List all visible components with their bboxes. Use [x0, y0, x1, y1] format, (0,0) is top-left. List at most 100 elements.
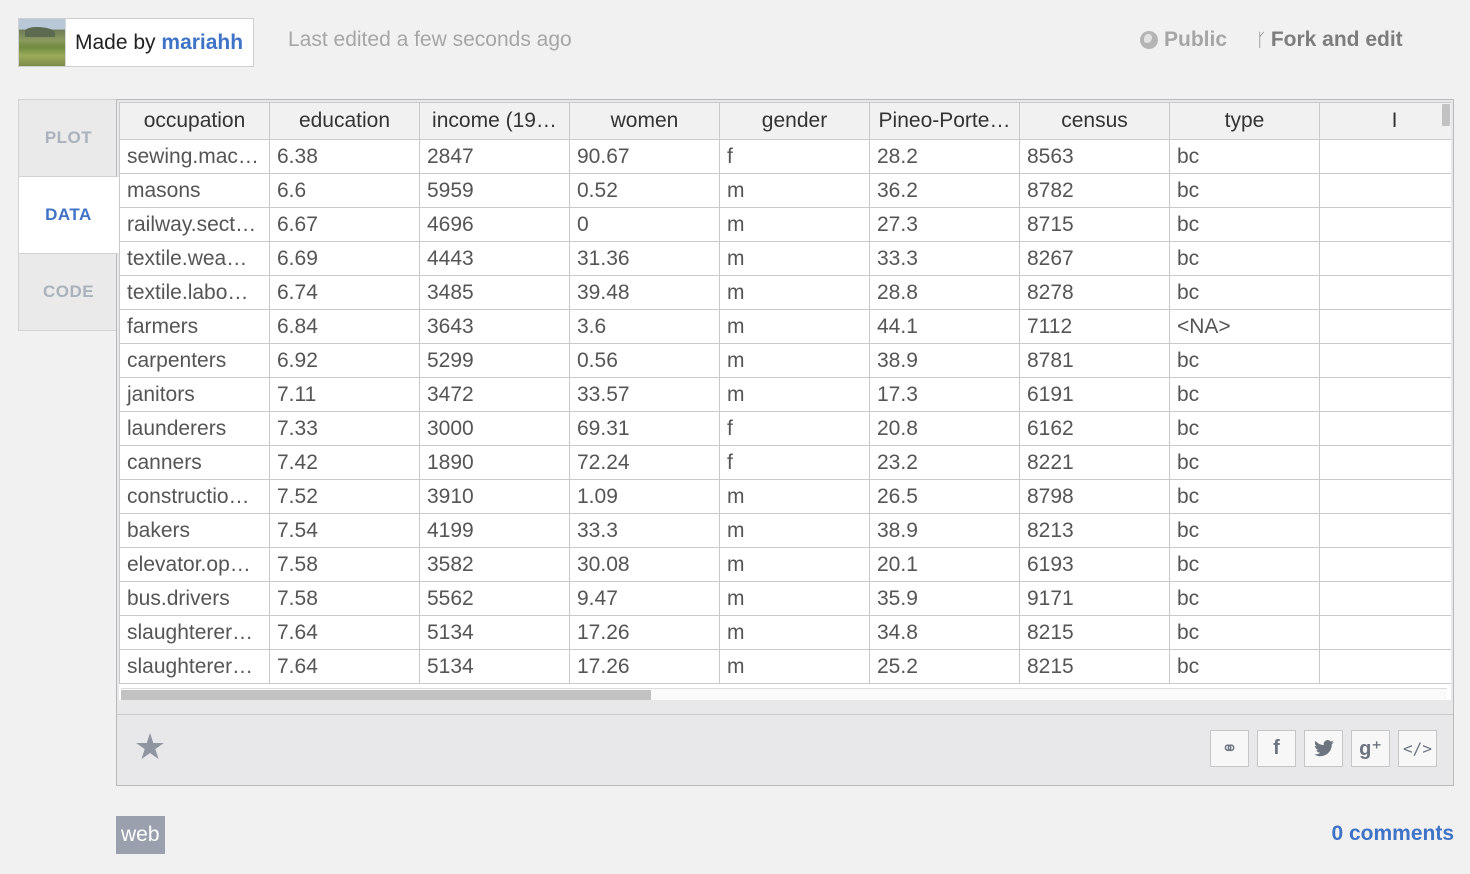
table-cell[interactable]: 33.3	[869, 241, 1020, 276]
table-cell[interactable]: elevator.op…	[119, 547, 270, 582]
table-cell[interactable]: 8267	[1019, 241, 1170, 276]
table-cell[interactable]: 17.26	[569, 649, 720, 684]
table-cell[interactable]: masons	[119, 173, 270, 208]
table-cell[interactable]	[1319, 649, 1451, 684]
google-plus-icon[interactable]: g⁺	[1351, 730, 1390, 767]
table-cell[interactable]: 3485	[419, 275, 570, 310]
table-cell[interactable]: 20.8	[869, 411, 1020, 446]
table-cell[interactable]: 7.11	[269, 377, 420, 412]
table-cell[interactable]: 3000	[419, 411, 570, 446]
table-cell[interactable]: 1890	[419, 445, 570, 480]
table-cell[interactable]: 35.9	[869, 581, 1020, 616]
table-cell[interactable]: <NA>	[1169, 309, 1320, 344]
table-cell[interactable]: 6.67	[269, 207, 420, 242]
column-header[interactable]: I	[1319, 102, 1451, 140]
table-cell[interactable]: f	[719, 411, 870, 446]
table-cell[interactable]: 7.54	[269, 513, 420, 548]
tab-plot[interactable]: PLOT	[18, 99, 118, 177]
table-cell[interactable]	[1319, 615, 1451, 650]
table-cell[interactable]: 5959	[419, 173, 570, 208]
table-cell[interactable]: 8715	[1019, 207, 1170, 242]
table-cell[interactable]: bc	[1169, 513, 1320, 548]
table-cell[interactable]: 38.9	[869, 343, 1020, 378]
table-cell[interactable]: bc	[1169, 207, 1320, 242]
table-cell[interactable]: 33.57	[569, 377, 720, 412]
table-cell[interactable]: m	[719, 479, 870, 514]
table-cell[interactable]: 7.52	[269, 479, 420, 514]
table-cell[interactable]: 8278	[1019, 275, 1170, 310]
column-header[interactable]: type	[1169, 102, 1320, 140]
star-icon[interactable]: ★	[133, 726, 167, 767]
table-cell[interactable]: 20.1	[869, 547, 1020, 582]
table-cell[interactable]: 25.2	[869, 649, 1020, 684]
table-cell[interactable]: bus.drivers	[119, 581, 270, 616]
table-cell[interactable]: textile.wea…	[119, 241, 270, 276]
table-cell[interactable]	[1319, 207, 1451, 242]
table-cell[interactable]: slaughterer…	[119, 615, 270, 650]
table-cell[interactable]	[1319, 173, 1451, 208]
table-cell[interactable]: 7.58	[269, 547, 420, 582]
table-cell[interactable]: 6191	[1019, 377, 1170, 412]
table-cell[interactable]	[1319, 241, 1451, 276]
table-cell[interactable]: 1.09	[569, 479, 720, 514]
table-cell[interactable]: m	[719, 581, 870, 616]
table-cell[interactable]	[1319, 377, 1451, 412]
table-cell[interactable]: 9.47	[569, 581, 720, 616]
table-cell[interactable]: 72.24	[569, 445, 720, 480]
table-cell[interactable]: 3582	[419, 547, 570, 582]
table-cell[interactable]	[1319, 139, 1451, 174]
table-cell[interactable]: m	[719, 547, 870, 582]
table-cell[interactable]: 26.5	[869, 479, 1020, 514]
table-cell[interactable]: 27.3	[869, 207, 1020, 242]
table-cell[interactable]: farmers	[119, 309, 270, 344]
column-header[interactable]: occupation	[119, 102, 270, 140]
table-cell[interactable]: sewing.mac…	[119, 139, 270, 174]
table-cell[interactable]: f	[719, 445, 870, 480]
table-cell[interactable]: 6.38	[269, 139, 420, 174]
table-cell[interactable]: 7.58	[269, 581, 420, 616]
table-cell[interactable]: 6.69	[269, 241, 420, 276]
table-cell[interactable]: 7.42	[269, 445, 420, 480]
table-cell[interactable]: 31.36	[569, 241, 720, 276]
table-cell[interactable]: 17.3	[869, 377, 1020, 412]
table-cell[interactable]: 8215	[1019, 615, 1170, 650]
table-cell[interactable]: 6.74	[269, 275, 420, 310]
table-cell[interactable]: m	[719, 377, 870, 412]
table-cell[interactable]: 8798	[1019, 479, 1170, 514]
table-cell[interactable]: textile.labo…	[119, 275, 270, 310]
table-cell[interactable]: 6.92	[269, 343, 420, 378]
table-cell[interactable]: 38.9	[869, 513, 1020, 548]
table-cell[interactable]: bc	[1169, 139, 1320, 174]
data-grid-viewport[interactable]: occupation education income (19… women g…	[119, 102, 1451, 700]
table-cell[interactable]: bakers	[119, 513, 270, 548]
table-cell[interactable]: 6.6	[269, 173, 420, 208]
table-cell[interactable]: 4199	[419, 513, 570, 548]
table-cell[interactable]: 9171	[1019, 581, 1170, 616]
table-cell[interactable]	[1319, 479, 1451, 514]
table-cell[interactable]: janitors	[119, 377, 270, 412]
table-cell[interactable]: 6162	[1019, 411, 1170, 446]
table-cell[interactable]: 90.67	[569, 139, 720, 174]
table-cell[interactable]: constructio…	[119, 479, 270, 514]
link-icon[interactable]: ⚭	[1210, 730, 1249, 767]
table-cell[interactable]	[1319, 411, 1451, 446]
table-cell[interactable]: bc	[1169, 547, 1320, 582]
horizontal-scrollbar[interactable]	[121, 688, 1447, 700]
table-cell[interactable]: 4696	[419, 207, 570, 242]
facebook-icon[interactable]: f	[1257, 730, 1296, 767]
table-cell[interactable]: 0	[569, 207, 720, 242]
table-cell[interactable]: carpenters	[119, 343, 270, 378]
table-cell[interactable]: 3643	[419, 309, 570, 344]
table-cell[interactable]: slaughterer…	[119, 649, 270, 684]
column-header[interactable]: education	[269, 102, 420, 140]
table-cell[interactable]: m	[719, 343, 870, 378]
table-cell[interactable]: bc	[1169, 343, 1320, 378]
column-header[interactable]: Pineo-Porte…	[869, 102, 1020, 140]
table-cell[interactable]	[1319, 581, 1451, 616]
table-cell[interactable]: m	[719, 615, 870, 650]
table-cell[interactable]: m	[719, 173, 870, 208]
table-cell[interactable]: 7.64	[269, 615, 420, 650]
table-cell[interactable]: 8221	[1019, 445, 1170, 480]
table-cell[interactable]: bc	[1169, 275, 1320, 310]
table-cell[interactable]: bc	[1169, 615, 1320, 650]
